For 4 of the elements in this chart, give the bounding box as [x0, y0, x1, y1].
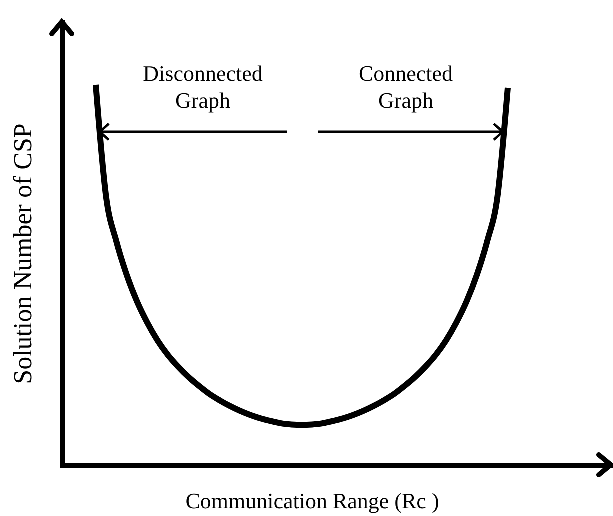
x-axis-title: Communication Range (Rc )	[186, 488, 440, 514]
annotation: Connected Graph	[358, 61, 454, 113]
annotation: Disconnected Graph	[143, 61, 263, 113]
y-axis-title: Solution Number of CSP	[8, 124, 38, 384]
